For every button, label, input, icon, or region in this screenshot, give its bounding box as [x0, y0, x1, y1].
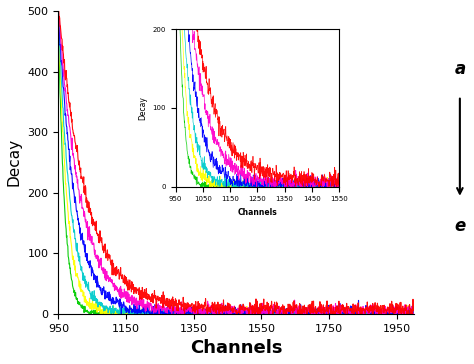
Y-axis label: Decay: Decay — [7, 138, 22, 186]
X-axis label: Channels: Channels — [190, 339, 282, 357]
Text: a: a — [454, 60, 465, 78]
Text: e: e — [454, 217, 465, 235]
